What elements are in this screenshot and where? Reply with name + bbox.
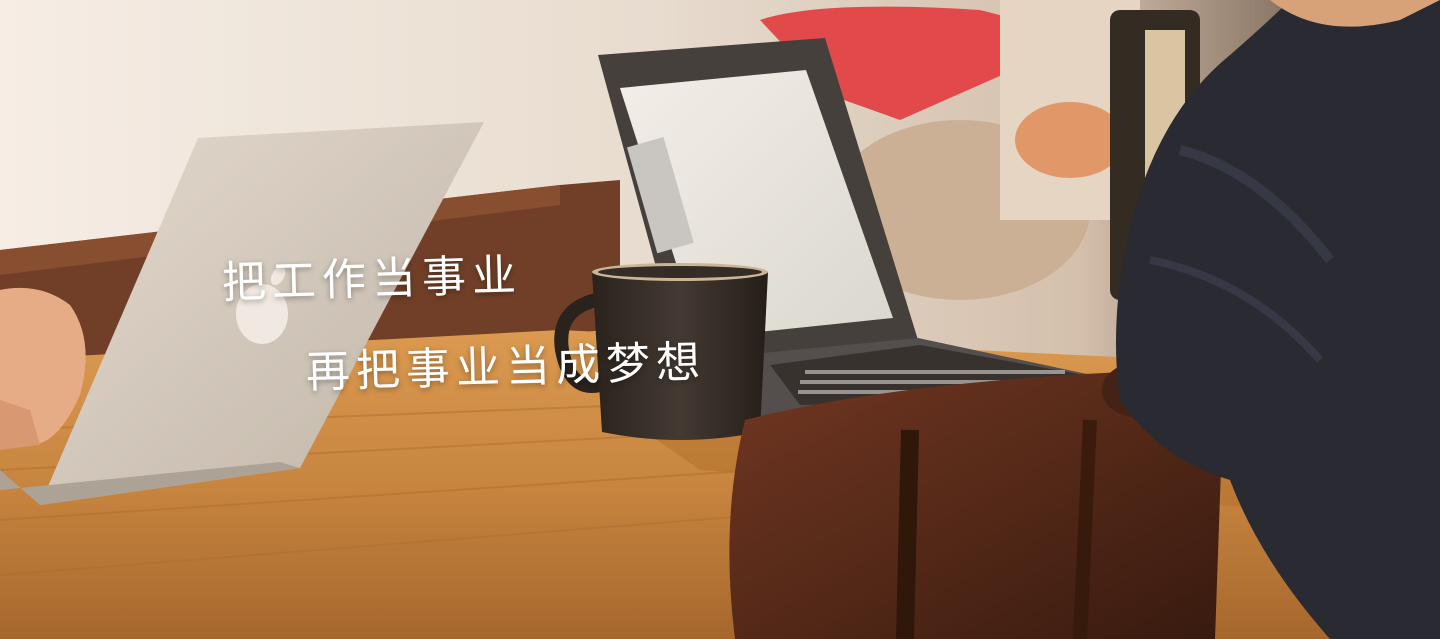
- slogan-line-1: 把工作当事业: [221, 250, 523, 309]
- slogan-line-2: 再把事业当成梦想: [305, 336, 707, 399]
